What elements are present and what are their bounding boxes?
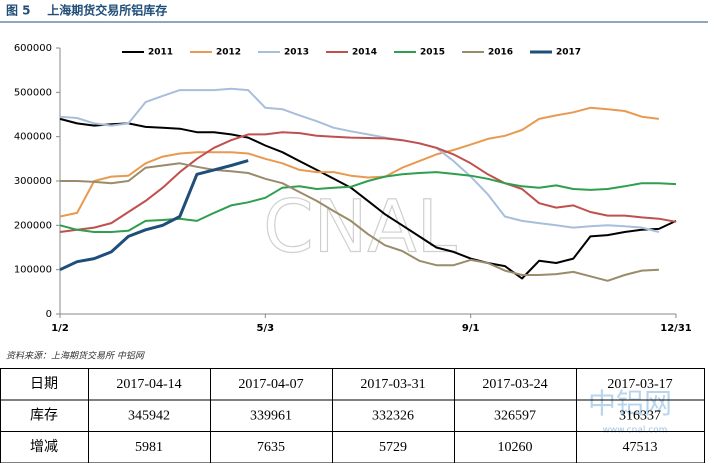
table-text: 日期 — [30, 376, 58, 392]
series-line — [59, 131, 677, 233]
table-text: 316337 — [619, 408, 661, 423]
chart-title: 图 5 上海期货交易所铝库存 — [6, 3, 167, 18]
watermark: 中铝网 — [588, 387, 672, 420]
table-text: 339961 — [250, 408, 292, 423]
x-tick-label: 12/31 — [660, 323, 692, 334]
legend-label: 2015 — [420, 48, 445, 58]
series-line — [59, 159, 249, 272]
table-text: 326597 — [494, 408, 536, 423]
series-line — [59, 171, 677, 233]
y-tick-label: 300000 — [14, 176, 52, 187]
legend-label: 2013 — [284, 48, 309, 58]
source-note: 资料来源：上海期货交易所 中铝网 — [6, 351, 145, 362]
y-tick-label: 500000 — [14, 87, 52, 98]
y-tick-label: 400000 — [14, 132, 52, 143]
series-line — [59, 106, 660, 218]
table-text: 库存 — [30, 407, 58, 423]
y-tick-label: 200000 — [14, 220, 52, 231]
table-text: 332326 — [372, 408, 414, 423]
x-tick-label: 1/2 — [51, 323, 69, 334]
legend-label: 2017 — [556, 48, 581, 58]
table-text: 2017-03-31 — [360, 377, 425, 392]
series-line — [60, 162, 659, 282]
series-line — [59, 117, 677, 280]
watermark: www.cnal.com — [603, 426, 668, 436]
watermark: CNAL — [263, 185, 457, 269]
y-tick-label: 100000 — [14, 265, 52, 276]
table-text: 2017-04-07 — [238, 377, 303, 392]
table-text: 10260 — [498, 440, 533, 455]
table-text: 2017-04-14 — [116, 377, 181, 392]
table-text: 47513 — [623, 440, 658, 455]
table-text: 345942 — [128, 408, 170, 423]
table-text: 增减 — [30, 439, 58, 455]
legend-label: 2014 — [352, 48, 377, 58]
table-text: 7635 — [257, 440, 285, 455]
table-cell — [576, 431, 705, 463]
table-text: 5981 — [135, 440, 163, 455]
legend-label: 2011 — [148, 48, 173, 58]
legend-label: 2016 — [488, 48, 513, 58]
legend-label: 2012 — [216, 48, 241, 58]
y-tick-label: 600000 — [14, 43, 52, 54]
x-tick-label: 5/3 — [257, 323, 275, 334]
table-text: 2017-03-17 — [607, 377, 672, 392]
y-tick-label: 0 — [46, 309, 52, 320]
x-tick-label: 9/1 — [462, 323, 480, 334]
table-text: 2017-03-24 — [482, 377, 547, 392]
series-line — [59, 87, 660, 233]
table-text: 5729 — [379, 440, 407, 455]
